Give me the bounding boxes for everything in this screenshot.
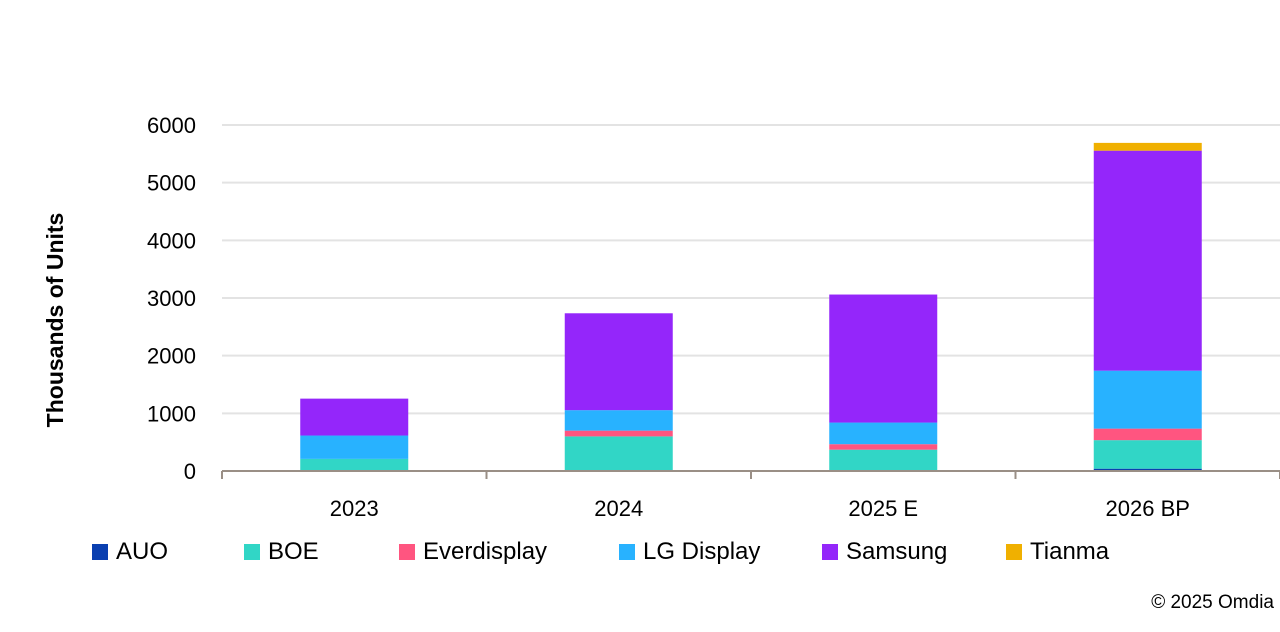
x-tick-label: 2026 BP: [1106, 496, 1190, 521]
legend-label: BOE: [268, 538, 319, 565]
y-tick-label: 6000: [147, 113, 196, 138]
bar-segment-samsung: [564, 313, 673, 411]
legend-item: Tianma: [1006, 538, 1109, 566]
bar-segment-boe: [829, 449, 938, 471]
bar-segment-tianma: [1093, 142, 1202, 151]
legend-label: Samsung: [846, 538, 948, 565]
bar-segment-boe: [1093, 440, 1202, 469]
legend-swatch: [399, 544, 415, 560]
y-tick-label: 5000: [147, 171, 196, 196]
bar-segment-lg-display: [300, 435, 409, 459]
copyright: © 2025 Omdia: [1151, 592, 1274, 613]
bar-segment-lg-display: [829, 422, 938, 445]
bar-segment-lg-display: [1093, 370, 1202, 429]
legend-item: AUO: [92, 538, 244, 566]
legend-item: LG Display: [619, 538, 822, 566]
bar-segment-auo: [1093, 468, 1202, 471]
legend-item: Everdisplay: [399, 538, 619, 566]
legend-swatch: [1006, 544, 1022, 560]
y-tick-label: 2000: [147, 344, 196, 369]
legend-item: BOE: [244, 538, 399, 566]
legend-swatch: [244, 544, 260, 560]
x-tick-label: 2023: [330, 496, 379, 521]
legend-label: LG Display: [643, 538, 761, 565]
y-tick-label: 4000: [147, 228, 196, 253]
bar-segment-samsung: [1093, 150, 1202, 371]
bar-segment-lg-display: [564, 410, 673, 431]
legend-label: Everdisplay: [423, 538, 548, 565]
legend-swatch: [822, 544, 838, 560]
legend-label: Tianma: [1030, 538, 1110, 565]
bar-segment-samsung: [829, 294, 938, 423]
y-axis-label: Thousands of Units: [42, 213, 68, 428]
legend-swatch: [619, 544, 635, 560]
legend-label: AUO: [116, 538, 169, 565]
bar-segment-everdisplay: [564, 430, 673, 437]
bar-segment-everdisplay: [829, 444, 938, 450]
bar-segment-samsung: [300, 398, 409, 436]
y-tick-label: 0: [184, 459, 196, 484]
x-tick-label: 2025 E: [848, 496, 918, 521]
bar-segment-boe: [300, 458, 409, 471]
bar-segment-everdisplay: [1093, 428, 1202, 441]
legend-swatch: [92, 544, 108, 560]
legend-item: Samsung: [822, 538, 1006, 566]
x-tick-label: 2024: [594, 496, 643, 521]
y-tick-label: 1000: [147, 401, 196, 426]
bar-segment-boe: [564, 436, 673, 471]
legend: AUO BOE Everdisplay LG Display Samsung Tianma: [92, 538, 1109, 566]
y-tick-label: 3000: [147, 286, 196, 311]
